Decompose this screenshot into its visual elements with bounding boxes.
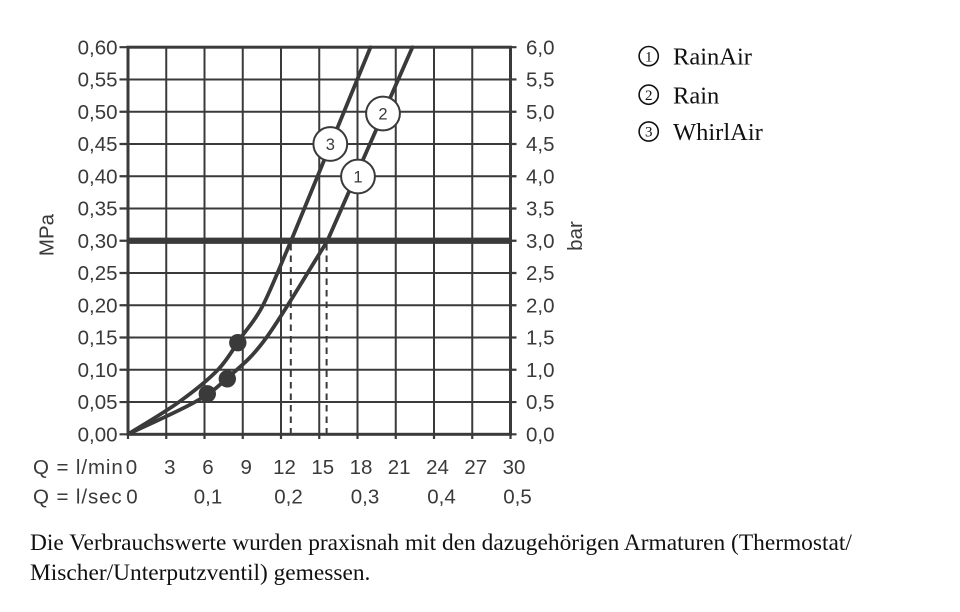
svg-text:Q = l/min: Q = l/min	[33, 456, 124, 479]
svg-text:0,55: 0,55	[78, 69, 118, 92]
svg-text:0: 0	[126, 485, 137, 508]
svg-text:0,30: 0,30	[78, 230, 118, 253]
svg-text:0,25: 0,25	[78, 262, 118, 285]
svg-text:0,0: 0,0	[526, 424, 555, 447]
svg-text:RainAir: RainAir	[673, 44, 752, 71]
svg-text:12: 12	[273, 456, 296, 479]
svg-text:0,45: 0,45	[78, 133, 118, 156]
svg-text:0,1: 0,1	[194, 485, 223, 508]
svg-text:1,0: 1,0	[526, 359, 555, 382]
svg-text:9: 9	[240, 456, 251, 479]
svg-text:2,5: 2,5	[526, 262, 555, 285]
svg-text:0,40: 0,40	[78, 165, 118, 188]
svg-text:3,0: 3,0	[526, 230, 555, 253]
svg-text:0,60: 0,60	[78, 36, 118, 59]
svg-text:0,2: 0,2	[274, 485, 303, 508]
svg-text:3,5: 3,5	[526, 198, 555, 221]
svg-text:2,0: 2,0	[526, 294, 555, 317]
svg-text:0,20: 0,20	[78, 294, 118, 317]
svg-text:30: 30	[503, 456, 526, 479]
svg-text:0,3: 0,3	[351, 485, 380, 508]
svg-text:bar: bar	[564, 221, 587, 251]
svg-text:4,0: 4,0	[526, 165, 555, 188]
svg-text:Rain: Rain	[673, 82, 719, 109]
svg-text:0,00: 0,00	[78, 424, 118, 447]
svg-text:24: 24	[426, 456, 449, 479]
svg-text:0,5: 0,5	[526, 391, 555, 414]
svg-text:6: 6	[202, 456, 213, 479]
svg-text:6,0: 6,0	[526, 36, 555, 59]
svg-text:2: 2	[378, 105, 387, 123]
svg-text:0,15: 0,15	[78, 327, 118, 350]
svg-text:1: 1	[353, 168, 362, 186]
svg-text:1: 1	[645, 49, 653, 65]
svg-text:4,5: 4,5	[526, 133, 555, 156]
svg-text:0: 0	[126, 456, 137, 479]
svg-text:MPa: MPa	[36, 213, 59, 256]
svg-text:5,5: 5,5	[526, 69, 555, 92]
svg-text:0,05: 0,05	[78, 391, 118, 414]
svg-text:27: 27	[464, 456, 487, 479]
svg-text:15: 15	[311, 456, 334, 479]
svg-text:Q = l/sec: Q = l/sec	[33, 485, 123, 508]
svg-text:0,4: 0,4	[427, 485, 456, 508]
svg-text:3: 3	[645, 125, 653, 141]
svg-text:3: 3	[326, 136, 335, 154]
svg-text:WhirlAir: WhirlAir	[673, 119, 763, 146]
svg-text:5,0: 5,0	[526, 101, 555, 124]
svg-text:21: 21	[388, 456, 411, 479]
svg-text:2: 2	[645, 88, 653, 104]
svg-text:1,5: 1,5	[526, 327, 555, 350]
svg-text:0,50: 0,50	[78, 101, 118, 124]
svg-text:18: 18	[350, 456, 373, 479]
svg-text:0,35: 0,35	[78, 198, 118, 221]
svg-text:0,5: 0,5	[503, 485, 532, 508]
svg-text:0,10: 0,10	[78, 359, 118, 382]
svg-text:3: 3	[164, 456, 175, 479]
